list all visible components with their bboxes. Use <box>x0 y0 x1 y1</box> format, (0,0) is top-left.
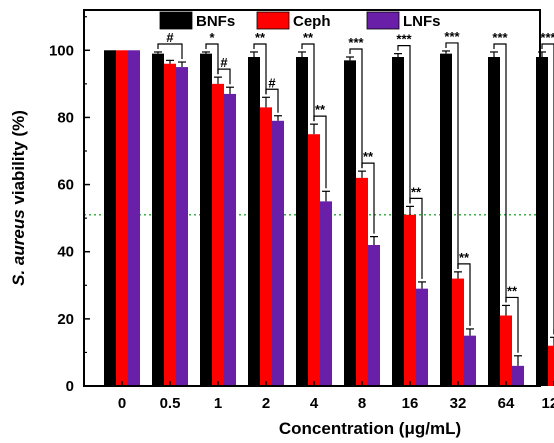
x-tick-label-2: 2 <box>262 395 270 412</box>
bar-bnfs-64 <box>488 57 500 386</box>
y-tick-label-20: 20 <box>57 311 74 328</box>
y-axis-title-rest: viability (%) <box>9 110 28 209</box>
bar-lnfs-0.5 <box>176 67 188 387</box>
significance-bracket-10 <box>409 197 423 279</box>
y-axis-title: S. aureus viability (%) <box>9 110 28 286</box>
bar-bnfs-1 <box>200 53 212 387</box>
x-tick-label-8: 8 <box>358 395 366 412</box>
significance-label-14: ** <box>507 283 518 298</box>
significance-label-6: ** <box>315 102 326 117</box>
axis-layer: 0 20 40 60 80 100 0 0.5 1 2 4 8 16 32 64 128 <box>49 16 554 412</box>
bar-ceph-16 <box>404 214 416 386</box>
bar-ceph-8 <box>356 177 368 386</box>
significance-bracket-11 <box>445 42 459 269</box>
significance-bracket-7 <box>349 48 363 169</box>
significance-label-15: *** <box>540 30 554 45</box>
bar-bnfs-0 <box>104 50 116 387</box>
bar-bnfs-4 <box>296 57 308 386</box>
bar-lnfs-64 <box>512 365 524 386</box>
significance-layer: #*#**#***************************** <box>157 29 554 353</box>
y-tick-label-60: 60 <box>57 177 74 194</box>
x-tick-label-32: 32 <box>450 395 467 412</box>
bar-bnfs-0.5 <box>152 53 164 387</box>
bar-ceph-128 <box>548 345 554 386</box>
bar-lnfs-32 <box>464 335 476 386</box>
significance-label-1: * <box>209 30 215 45</box>
significance-label-12: ** <box>459 250 470 265</box>
significance-bracket-15 <box>541 43 554 335</box>
bar-lnfs-16 <box>416 288 428 386</box>
significance-label-4: # <box>268 75 276 90</box>
legend-swatch-bnfs <box>159 11 193 30</box>
bar-ceph-0.5 <box>164 63 176 386</box>
significance-label-5: ** <box>303 30 314 45</box>
bar-bnfs-16 <box>392 57 404 386</box>
legend: BNFs Ceph LNFs <box>159 11 441 30</box>
bar-ceph-4 <box>308 134 320 386</box>
significance-label-7: *** <box>348 35 364 50</box>
bar-ceph-64 <box>500 315 512 386</box>
bars-layer <box>104 50 554 387</box>
significance-bracket-5 <box>301 43 315 122</box>
bar-lnfs-4 <box>320 201 332 386</box>
legend-label-lnfs: LNFs <box>403 13 441 30</box>
y-tick-label-40: 40 <box>57 244 74 261</box>
y-tick-label-80: 80 <box>57 109 74 126</box>
bar-ceph-32 <box>452 278 464 386</box>
plot-frame <box>83 9 541 387</box>
significance-bracket-12 <box>457 263 471 326</box>
bar-bnfs-8 <box>344 60 356 386</box>
legend-swatch-lnfs <box>366 11 400 30</box>
significance-label-8: ** <box>363 149 374 164</box>
legend-label-ceph: Ceph <box>293 13 331 30</box>
significance-bracket-9 <box>397 45 411 204</box>
x-tick-label-4: 4 <box>310 395 319 412</box>
bar-ceph-0 <box>116 50 128 387</box>
significance-bracket-4 <box>265 88 279 113</box>
significance-label-3: ** <box>255 30 266 45</box>
significance-bracket-2 <box>217 68 231 85</box>
bar-bnfs-2 <box>248 57 260 386</box>
bar-ceph-1 <box>212 83 224 386</box>
significance-label-9: *** <box>396 32 412 47</box>
x-axis-title: Concentration (μg/mL) <box>279 419 461 438</box>
bar-lnfs-0 <box>128 50 140 387</box>
significance-bracket-8 <box>361 162 375 234</box>
significance-bracket-6 <box>313 115 327 189</box>
x-tick-label-0: 0 <box>118 395 126 412</box>
significance-bracket-13 <box>493 43 507 303</box>
significance-label-13: *** <box>492 30 508 45</box>
bar-lnfs-2 <box>272 120 284 387</box>
y-tick-label-100: 100 <box>49 42 74 59</box>
y-tick-label-0: 0 <box>66 378 74 395</box>
significance-bracket-1 <box>205 43 219 75</box>
x-tick-label-64: 64 <box>498 395 515 412</box>
x-tick-label-128: 128 <box>541 395 554 412</box>
legend-label-bnfs: BNFs <box>196 13 235 30</box>
x-tick-label-0.5: 0.5 <box>160 395 181 412</box>
significance-bracket-3 <box>253 43 267 95</box>
bar-bnfs-128 <box>536 57 548 386</box>
bar-lnfs-1 <box>224 93 236 386</box>
significance-bracket-14 <box>505 296 519 353</box>
bar-ceph-2 <box>260 107 272 386</box>
bar-lnfs-8 <box>368 245 380 386</box>
x-tick-label-16: 16 <box>402 395 419 412</box>
significance-label-10: ** <box>411 184 422 199</box>
significance-label-2: # <box>220 55 228 70</box>
y-axis-title-organism: S. aureus <box>9 209 28 286</box>
significance-bracket-0 <box>157 43 183 60</box>
significance-label-0: # <box>166 30 174 45</box>
legend-swatch-ceph <box>256 11 290 30</box>
bar-bnfs-32 <box>440 53 452 387</box>
x-tick-label-1: 1 <box>214 395 222 412</box>
significance-label-11: *** <box>444 29 460 44</box>
